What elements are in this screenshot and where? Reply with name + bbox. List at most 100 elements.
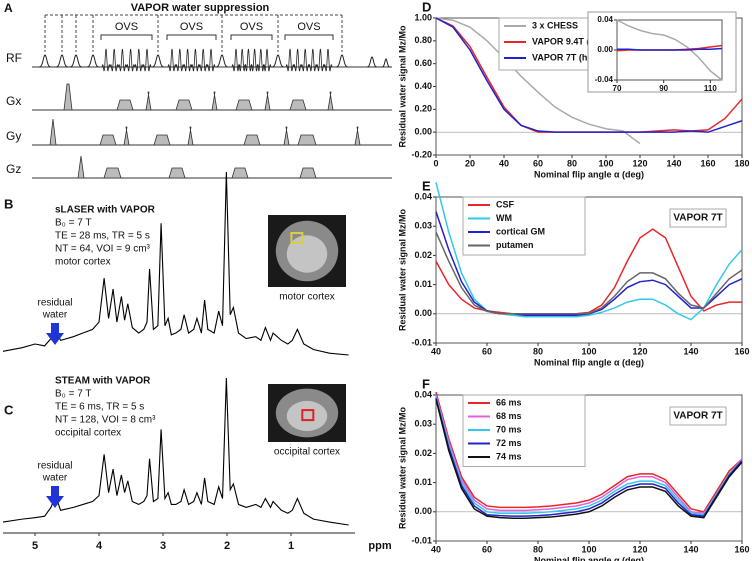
ovs-pulse (250, 48, 259, 72)
x-tick-label: 40 (431, 544, 441, 554)
data-line (435, 391, 743, 513)
x-axis-label: Nominal flip angle α (deg) (534, 357, 644, 367)
arrow-label: residual (37, 461, 72, 472)
ovs-pulse (231, 48, 241, 72)
y-tick-label: 0.00 (414, 506, 432, 516)
row-label: Gx (6, 94, 21, 108)
acquisition-info: motor cortex (55, 257, 111, 268)
ovs-pulse (262, 48, 272, 72)
ovs-pulse (256, 48, 266, 72)
gradient-lobe (77, 155, 85, 179)
ovs-pulse (183, 48, 192, 72)
ovs-label: OVS (297, 21, 320, 33)
image-caption: occipital cortex (274, 447, 340, 458)
gradient-lobe (123, 126, 130, 146)
x-tick-label: 40 (499, 158, 509, 168)
voi-marker (290, 232, 304, 244)
legend-label: 68 ms (496, 411, 522, 421)
y-tick-label: 0.01 (414, 279, 432, 289)
arrow-label: water (42, 473, 68, 484)
acquisition-info: TE = 28 ms, TR = 5 s (55, 231, 150, 242)
gradient-lobe (264, 91, 271, 111)
legend-label: cortical GM (496, 226, 545, 236)
acquisition-info: TE = 6 ms, TR = 5 s (55, 402, 144, 413)
data-line (616, 19, 723, 81)
x-tick-label: 100 (581, 346, 596, 356)
ovs-pulse (191, 48, 200, 72)
ovs-pulse (237, 48, 247, 72)
panel-label: F (422, 376, 430, 391)
y-tick-label: 0.20 (414, 104, 432, 114)
gradient-lobe (289, 99, 307, 111)
inset-frame (587, 11, 737, 93)
y-tick-label: -0.04 (595, 75, 614, 84)
ovs-pulse (134, 48, 144, 72)
x-tick-label: 80 (533, 346, 543, 356)
x-tick-label: 120 (632, 158, 647, 168)
y-tick-label: 0.01 (414, 477, 432, 487)
ovs-pulse (293, 48, 302, 72)
y-tick-label: -0.01 (411, 535, 432, 545)
y-tick-label: 0.00 (414, 308, 432, 318)
x-tick-label: 1 (288, 540, 294, 552)
y-tick-label: 0.02 (414, 448, 432, 458)
gradient-lobe (231, 167, 249, 179)
x-tick-label: 0 (433, 158, 438, 168)
gradient-lobe (175, 99, 193, 111)
ovs-pulse (101, 48, 111, 72)
ovs-pulse (323, 48, 333, 72)
ovs-pulse (167, 48, 177, 72)
ovs-pulse (244, 48, 253, 72)
y-axis-label: Residual water signal Mz/Mo (397, 25, 407, 148)
data-line (435, 399, 743, 519)
annotation-box (669, 406, 727, 426)
x-tick-label: 140 (683, 544, 698, 554)
gradient-lobe (116, 99, 134, 111)
gradient-lobe (99, 134, 117, 146)
ovs-pulse (316, 48, 325, 72)
ovs-bracket (166, 34, 217, 40)
panel-label: B (4, 196, 13, 211)
gradient-lobe (103, 167, 122, 179)
ovs-bracket (100, 34, 153, 40)
legend-label: 74 ms (496, 451, 522, 461)
rf-pulse (38, 54, 52, 68)
x-tick-label: 80 (533, 544, 543, 554)
y-axis-label: Residual water signal Mz/Mo (397, 208, 407, 331)
legend-label: WM (496, 213, 512, 223)
ovs-pulse (142, 48, 152, 72)
legend-label: 3 x CHESS (532, 20, 578, 30)
rf-pulse (69, 54, 83, 68)
panel-label: C (4, 402, 14, 417)
acquisition-info: sLASER with VAPOR (55, 205, 156, 216)
x-tick-label: 3 (160, 540, 166, 552)
ovs-pulse (285, 48, 295, 72)
ovs-pulse (118, 48, 127, 72)
acquisition-info: NT = 128, VOI = 8 cm³ (55, 415, 156, 426)
ovs-pulse (308, 48, 318, 72)
image-caption: motor cortex (279, 292, 335, 303)
residual-water-arrow (46, 323, 64, 345)
ovs-pulse (126, 48, 135, 72)
gradient-lobe (187, 126, 194, 146)
mri-brain-inner (286, 400, 328, 432)
arrow-label: residual (37, 298, 72, 309)
x-tick-label: 60 (482, 346, 492, 356)
gradient-lobe (327, 91, 334, 111)
x-tick-label: 120 (632, 346, 647, 356)
legend-label: CSF (496, 199, 515, 209)
spectrum (2, 377, 349, 526)
mri-brain-inner (286, 235, 328, 273)
gradient-lobe (354, 126, 361, 146)
row-label: Gy (6, 129, 21, 143)
gradient-lobe (153, 134, 171, 146)
gradient-lobe (297, 134, 317, 146)
row-label: RF (6, 51, 22, 65)
x-tick-label: 160 (734, 544, 749, 554)
data-line (435, 17, 641, 145)
legend-label: VAPOR 9.4T (animal) (532, 36, 621, 46)
acquisition-info: STEAM with VAPOR (55, 376, 151, 387)
legend-label: 70 ms (496, 424, 522, 434)
data-line (435, 394, 743, 515)
